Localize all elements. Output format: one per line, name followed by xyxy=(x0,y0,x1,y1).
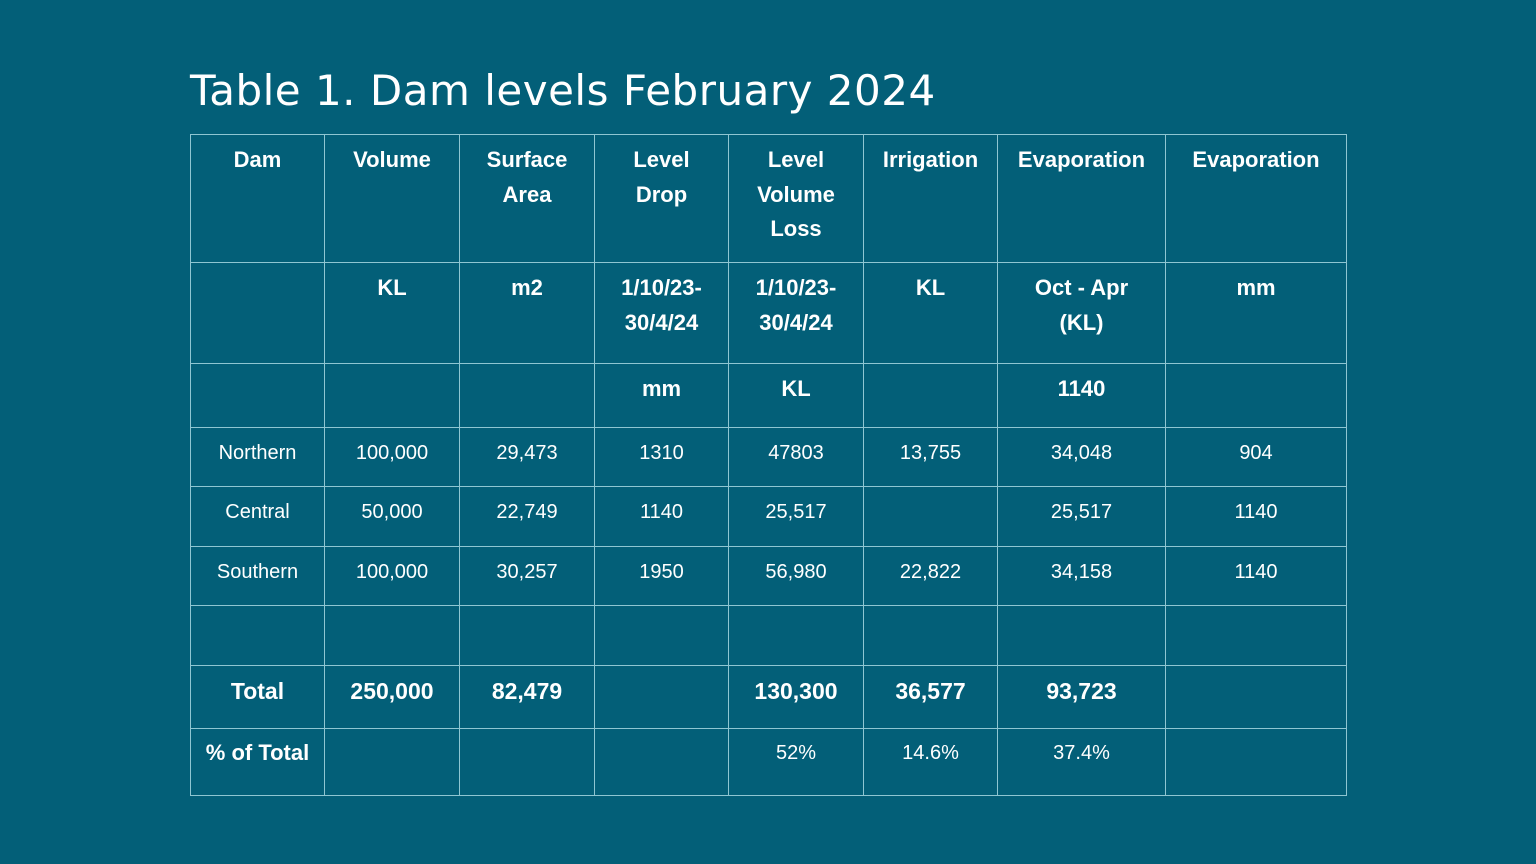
percent-row: % of Total 52% 14.6% 37.4% xyxy=(190,728,1347,796)
table-cell: Total xyxy=(190,665,325,729)
table-cell xyxy=(324,605,460,666)
table-cell xyxy=(324,363,460,428)
table-cell: 25,517 xyxy=(997,486,1166,547)
table-cell: 50,000 xyxy=(324,486,460,547)
table-cell: 93,723 xyxy=(997,665,1166,729)
table-cell xyxy=(594,728,729,796)
table-cell: 56,980 xyxy=(728,546,864,606)
table-cell: 22,749 xyxy=(459,486,595,547)
dam-levels-table: Dam Volume Surface Area Level Drop Level Volume… xyxy=(190,134,1347,796)
table-cell: Central xyxy=(190,486,325,547)
table-cell: % of Total xyxy=(190,728,325,796)
table-cell: 100,000 xyxy=(324,427,460,487)
table-cell xyxy=(594,605,729,666)
table-cell: Volume xyxy=(324,134,460,263)
table-cell: 130,300 xyxy=(728,665,864,729)
header-row: mm KL 1140 xyxy=(190,363,1347,428)
table-cell: Southern xyxy=(190,546,325,606)
table-cell: m2 xyxy=(459,262,595,364)
table-cell: 34,048 xyxy=(997,427,1166,487)
table-cell xyxy=(594,665,729,729)
table-cell: 100,000 xyxy=(324,546,460,606)
table-cell: 47803 xyxy=(728,427,864,487)
table-cell: 29,473 xyxy=(459,427,595,487)
table-cell: Northern xyxy=(190,427,325,487)
table-cell: Level Volume Loss xyxy=(728,134,864,263)
table-cell xyxy=(1165,728,1347,796)
table-cell xyxy=(324,728,460,796)
table-cell xyxy=(1165,605,1347,666)
table-cell xyxy=(190,262,325,364)
table-cell: 36,577 xyxy=(863,665,998,729)
table-cell xyxy=(863,363,998,428)
table-cell: 904 xyxy=(1165,427,1347,487)
table-cell: 37.4% xyxy=(997,728,1166,796)
table-cell: 34,158 xyxy=(997,546,1166,606)
table-cell: 22,822 xyxy=(863,546,998,606)
total-row: Total 250,000 82,479 130,300 36,577 93,723 xyxy=(190,665,1347,729)
table-cell: Dam xyxy=(190,134,325,263)
table-cell: KL xyxy=(324,262,460,364)
table-cell: 1/10/23- 30/4/24 xyxy=(728,262,864,364)
table-row: Northern 100,000 29,473 1310 47803 13,755 34,0… xyxy=(190,427,1347,487)
table-cell: mm xyxy=(1165,262,1347,364)
table-row: Southern 100,000 30,257 1950 56,980 22,822 34,… xyxy=(190,546,1347,606)
table-cell: KL xyxy=(863,262,998,364)
table-cell xyxy=(863,605,998,666)
table-cell xyxy=(459,363,595,428)
table-cell: 25,517 xyxy=(728,486,864,547)
table-cell xyxy=(863,486,998,547)
table-cell: 1140 xyxy=(997,363,1166,428)
table-cell: mm xyxy=(594,363,729,428)
table-cell xyxy=(1165,363,1347,428)
table-cell: Oct - Apr (KL) xyxy=(997,262,1166,364)
table-cell: 1/10/23- 30/4/24 xyxy=(594,262,729,364)
table-cell: KL xyxy=(728,363,864,428)
table-cell: 1140 xyxy=(1165,546,1347,606)
table-cell: Evaporation xyxy=(997,134,1166,263)
header-row: Dam Volume Surface Area Level Drop Level Volume… xyxy=(190,134,1347,263)
table-cell: 1140 xyxy=(594,486,729,547)
table-cell xyxy=(997,605,1166,666)
table-cell: 1950 xyxy=(594,546,729,606)
table-cell: Surface Area xyxy=(459,134,595,263)
table-cell xyxy=(1165,665,1347,729)
table-cell xyxy=(459,605,595,666)
table-cell xyxy=(190,605,325,666)
table-cell xyxy=(728,605,864,666)
table-cell: 14.6% xyxy=(863,728,998,796)
table-cell xyxy=(459,728,595,796)
table-cell: 1140 xyxy=(1165,486,1347,547)
header-row: KL m2 1/10/23- 30/4/24 1/10/23- 30/4/24 KL Oct … xyxy=(190,262,1347,364)
table-cell: 13,755 xyxy=(863,427,998,487)
table-cell xyxy=(190,363,325,428)
table-cell: Evaporation xyxy=(1165,134,1347,263)
table-cell: 30,257 xyxy=(459,546,595,606)
table-cell: 1310 xyxy=(594,427,729,487)
table-row xyxy=(190,605,1347,666)
table-cell: 52% xyxy=(728,728,864,796)
table-title: Table 1. Dam levels February 2024 xyxy=(190,66,936,115)
table-cell: Level Drop xyxy=(594,134,729,263)
table-row: Central 50,000 22,749 1140 25,517 25,517 1140 xyxy=(190,486,1347,547)
table-cell: 250,000 xyxy=(324,665,460,729)
table-cell: Irrigation xyxy=(863,134,998,263)
table-cell: 82,479 xyxy=(459,665,595,729)
